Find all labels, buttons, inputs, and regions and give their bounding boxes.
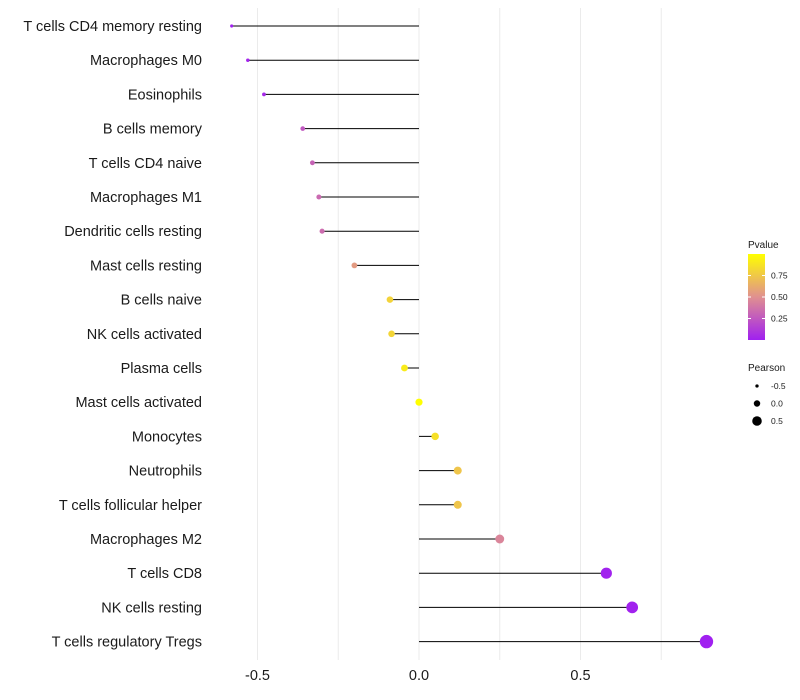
x-tick-label: 0.0 bbox=[409, 668, 429, 684]
category-label: Neutrophils bbox=[129, 464, 202, 480]
data-point bbox=[415, 398, 423, 406]
data-point bbox=[431, 432, 439, 441]
category-label: T cells CD4 memory resting bbox=[23, 19, 202, 35]
data-point bbox=[626, 601, 639, 614]
data-point bbox=[453, 500, 462, 509]
category-label: Macrophages M2 bbox=[90, 532, 202, 548]
data-point bbox=[388, 330, 395, 338]
data-point bbox=[230, 24, 234, 28]
category-label: Plasma cells bbox=[121, 361, 202, 377]
category-label: Dendritic cells resting bbox=[64, 224, 202, 240]
data-point bbox=[495, 534, 505, 544]
pearson-size-key bbox=[755, 384, 759, 388]
pearson-size-key bbox=[753, 400, 761, 407]
pvalue-colorbar bbox=[748, 254, 765, 340]
points bbox=[230, 24, 714, 649]
data-point bbox=[386, 296, 394, 303]
pvalue-legend-title: Pvalue bbox=[748, 240, 779, 251]
category-label: Monocytes bbox=[132, 429, 202, 445]
legends: Pvalue 0.25 0.50 0.75 Pearson -0.5 0.0 0.5 bbox=[748, 240, 788, 426]
category-label: T cells regulatory Tregs bbox=[52, 635, 202, 651]
pearson-size-key bbox=[752, 416, 762, 426]
category-label: Macrophages M0 bbox=[90, 53, 202, 69]
category-label: B cells memory bbox=[103, 122, 203, 138]
pearson-legend-title: Pearson bbox=[748, 363, 785, 374]
data-point bbox=[319, 228, 325, 234]
category-label: Mast cells activated bbox=[75, 395, 202, 411]
category-label: T cells CD4 naive bbox=[89, 156, 202, 172]
pvalue-legend-label: 0.25 bbox=[771, 314, 788, 324]
category-label: B cells naive bbox=[121, 293, 202, 309]
category-label: T cells follicular helper bbox=[59, 498, 202, 514]
pvalue-legend-label: 0.75 bbox=[771, 271, 788, 281]
category-label: T cells CD8 bbox=[127, 566, 202, 582]
x-tick-label: 0.5 bbox=[570, 668, 590, 684]
data-point bbox=[600, 567, 612, 579]
category-label: Macrophages M1 bbox=[90, 190, 202, 206]
data-point bbox=[309, 160, 315, 166]
x-tick-label: -0.5 bbox=[245, 668, 270, 684]
pearson-legend-label: 0.0 bbox=[771, 399, 783, 409]
x-axis-ticks: -0.5 0.0 0.5 bbox=[245, 668, 591, 684]
data-point bbox=[351, 262, 358, 269]
data-point bbox=[262, 92, 266, 97]
data-point bbox=[300, 126, 306, 131]
pearson-legend-label: 0.5 bbox=[771, 416, 783, 426]
category-label: Mast cells resting bbox=[90, 258, 202, 274]
category-labels: T cells CD4 memory resting Macrophages M0… bbox=[23, 19, 202, 651]
category-label: NK cells activated bbox=[87, 327, 202, 343]
data-point bbox=[246, 58, 250, 62]
data-point bbox=[316, 194, 322, 200]
stems bbox=[231, 25, 707, 643]
grid-layer bbox=[257, 8, 662, 660]
category-label: Eosinophils bbox=[128, 87, 202, 103]
pvalue-legend-label: 0.50 bbox=[771, 292, 788, 302]
data-point bbox=[401, 364, 408, 372]
category-label: NK cells resting bbox=[101, 600, 202, 616]
data-point bbox=[453, 466, 462, 475]
data-point bbox=[699, 634, 714, 649]
pearson-legend-label: -0.5 bbox=[771, 381, 786, 391]
